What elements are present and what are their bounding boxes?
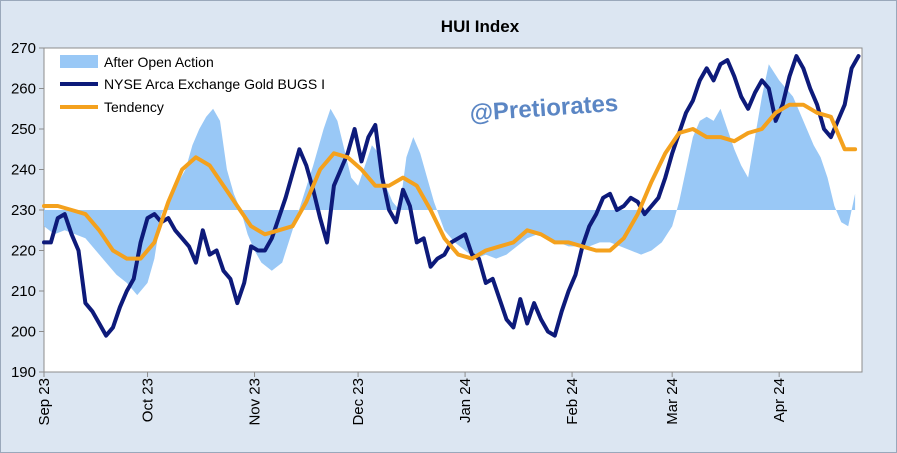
- legend-label-after-open-action: After Open Action: [104, 54, 214, 70]
- x-tick-label: Nov 23: [247, 378, 264, 426]
- x-tick-label: Apr 24: [771, 378, 788, 422]
- legend-label-tendency: Tendency: [104, 99, 164, 115]
- series-line-nyse-arca-exchange-gold-bugs-i: [42, 54, 861, 338]
- y-tick-label: 250: [11, 121, 36, 138]
- y-tick-label: 200: [11, 324, 36, 341]
- series-line-tendency: [42, 102, 858, 261]
- x-tick-label: Dec 23: [350, 378, 367, 426]
- chart-title: HUI Index: [441, 17, 520, 36]
- y-tick-label: 240: [11, 162, 36, 179]
- y-tick-label: 210: [11, 283, 36, 300]
- y-tick-label: 230: [11, 202, 36, 219]
- x-tick-label: Sep 23: [36, 378, 53, 426]
- y-tick-label: 190: [11, 364, 36, 381]
- legend-label-hui: NYSE Arca Exchange Gold BUGS I: [104, 76, 325, 92]
- x-tick-label: Feb 24: [564, 378, 581, 425]
- x-tick-label: Oct 23: [140, 378, 157, 422]
- y-tick-label: 260: [11, 81, 36, 98]
- legend-swatch-after-open-action: [60, 55, 98, 68]
- chart-legend: After Open Action NYSE Arca Exchange Gol…: [60, 54, 325, 115]
- series-area-after-open-action: [44, 64, 856, 296]
- x-tick-label: Mar 24: [664, 378, 681, 425]
- x-tick-label: Jan 24: [457, 378, 474, 423]
- y-tick-label: 220: [11, 243, 36, 260]
- y-tick-label: 270: [11, 40, 36, 57]
